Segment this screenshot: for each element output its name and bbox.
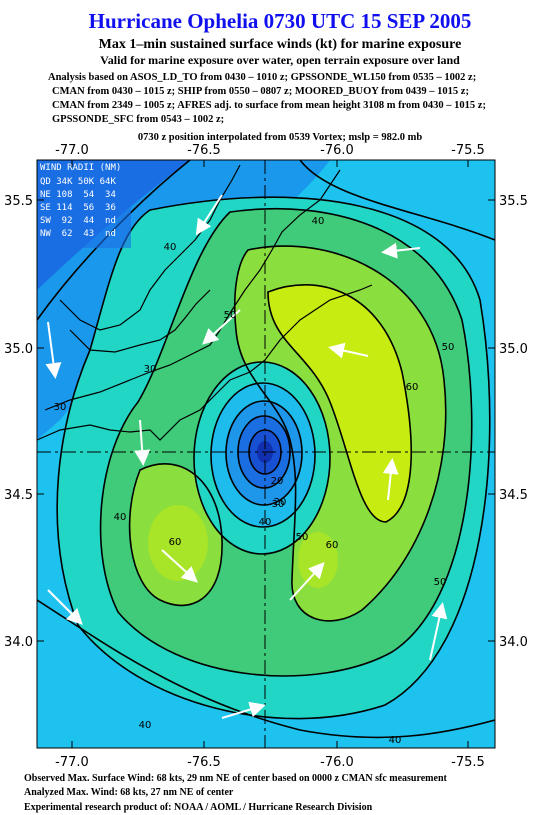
- lon-label: -76.0: [320, 143, 354, 158]
- contour-label: 30: [54, 402, 67, 413]
- footer-line: Experimental research product of: NOAA /…: [24, 802, 373, 813]
- contour-label: 50: [296, 532, 309, 543]
- title: Hurricane Ophelia 0730 UTC 15 SEP 2005: [89, 9, 472, 33]
- lon-label: -76.5: [187, 143, 221, 158]
- contour-label: 50: [224, 310, 237, 321]
- analysis-line: CMAN from 0430 – 1015 z; SHIP from 0550 …: [52, 86, 469, 97]
- subtitle: Max 1–min sustained surface winds (kt) f…: [99, 37, 462, 52]
- radii-row: NW 62 43 nd: [40, 229, 116, 239]
- radii-row: SW 92 44 nd: [40, 216, 116, 226]
- contour-label: 40: [164, 242, 177, 253]
- contour-label: 50: [434, 577, 447, 588]
- contour-label: 20: [274, 497, 287, 508]
- map-frame: [36, 159, 496, 749]
- contour-label: 40: [114, 512, 127, 523]
- lat-label: 35.5: [4, 194, 33, 209]
- analysis-line: GPSSONDE_SFC from 0543 – 1002 z;: [52, 114, 224, 125]
- lon-label: -77.0: [55, 143, 89, 158]
- wind-radii-box: WIND RADII (NM) QD 34K 50K 64K NE 108 54 3…: [40, 163, 121, 239]
- lon-label: -77.0: [55, 755, 89, 770]
- radii-row: NE 108 54 34: [40, 190, 116, 200]
- lat-label: 34.0: [4, 635, 33, 650]
- wind-field: [37, 160, 495, 748]
- lon-label: -75.5: [451, 143, 485, 158]
- radii-row: SE 114 56 36: [40, 203, 116, 213]
- lon-label: -76.0: [320, 755, 354, 770]
- analysis-line: Analysis based on ASOS_LD_TO from 0430 –…: [48, 72, 476, 83]
- lat-label: 35.5: [499, 194, 528, 209]
- footer-line: Observed Max. Surface Wind: 68 kts, 29 n…: [24, 773, 448, 784]
- contour-label: 30: [144, 364, 157, 375]
- contour-label: 60: [169, 537, 182, 548]
- contour-label: 40: [259, 517, 272, 528]
- contour-label: 60: [406, 382, 419, 393]
- position-note: 0730 z position interpolated from 0539 V…: [138, 132, 422, 143]
- axes: -77.0 -77.0 -76.5 -76.5 -76.0 -76.0 -75.5 -75.5…: [4, 143, 528, 770]
- lat-label: 35.0: [4, 342, 33, 357]
- lat-label: 34.5: [499, 488, 528, 503]
- lon-label: -76.5: [187, 755, 221, 770]
- lon-label: -75.5: [451, 755, 485, 770]
- lat-label: 34.5: [4, 488, 33, 503]
- contour-label: 60: [326, 540, 339, 551]
- contour-label: 50: [442, 342, 455, 353]
- footer-line: Analyzed Max. Wind: 68 kts, 27 nm NE of …: [24, 787, 234, 798]
- contour-label: 40: [389, 735, 402, 746]
- analysis-line: CMAN from 2349 – 1005 z; AFRES adj. to s…: [52, 100, 486, 111]
- contour-label: 30: [272, 499, 285, 510]
- contour-label: 40: [139, 720, 152, 731]
- lat-label: 34.0: [499, 635, 528, 650]
- contour-label: 20: [271, 476, 284, 487]
- validity: Valid for marine exposure over water, op…: [100, 53, 460, 67]
- radii-row: QD 34K 50K 64K: [40, 177, 116, 187]
- lat-label: 35.0: [499, 342, 528, 357]
- contour-label: 40: [312, 216, 325, 227]
- radii-title: WIND RADII (NM): [40, 163, 121, 173]
